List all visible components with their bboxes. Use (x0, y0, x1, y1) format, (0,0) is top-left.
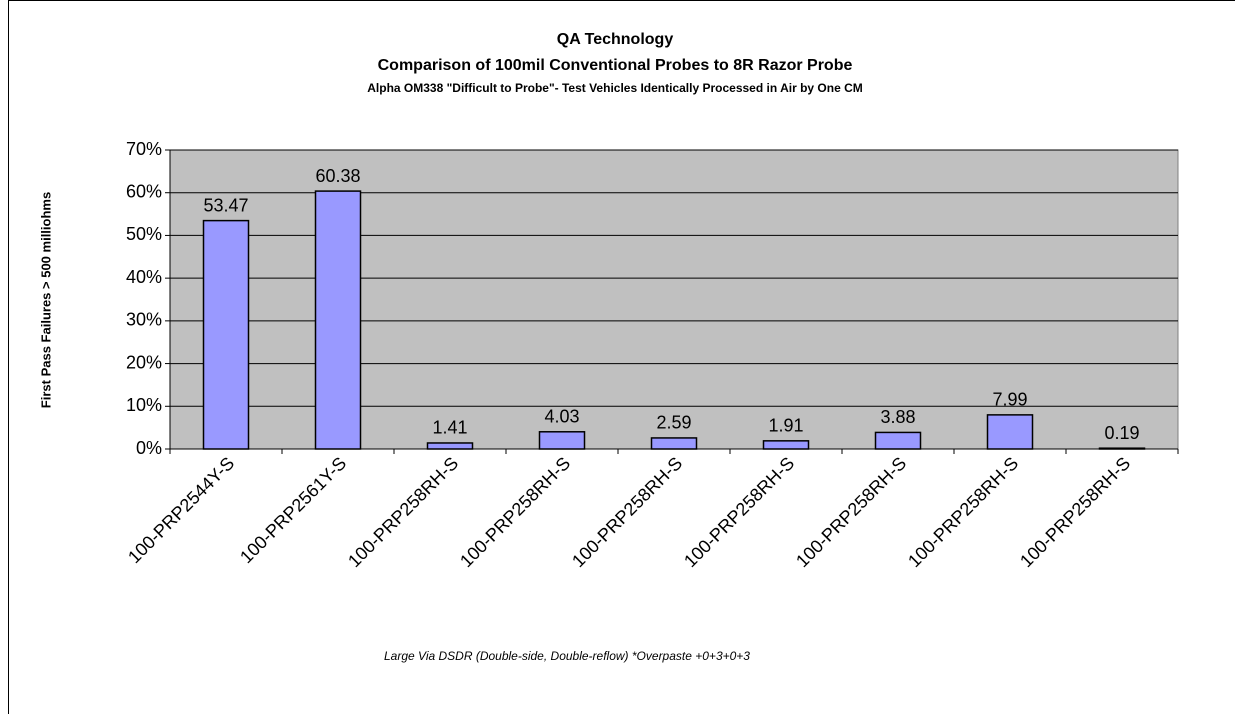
y-tick-label: 30% (126, 310, 162, 330)
chart-subtitle: Alpha OM338 "Difficult to Probe"- Test V… (367, 81, 863, 95)
data-label: 60.38 (315, 166, 360, 186)
footnote: Large Via DSDR (Double-side, Double-refl… (384, 649, 750, 663)
data-label: 0.19 (1104, 423, 1139, 443)
bar (650, 437, 698, 450)
chart-subtitle: Comparison of 100mil Conventional Probes… (378, 57, 853, 74)
bar (986, 414, 1034, 450)
x-tick-label: 100-PRP2561Y-S (236, 453, 350, 567)
x-tick-label: 100-PRP2544Y-S (124, 453, 238, 567)
data-label: 4.03 (544, 407, 579, 427)
bar (426, 442, 474, 450)
y-tick-label: 40% (126, 267, 162, 287)
bar (202, 219, 250, 450)
chart-title: QA Technology (557, 31, 674, 48)
data-label: 3.88 (880, 407, 915, 427)
y-tick-label: 50% (126, 224, 162, 244)
data-label: 7.99 (992, 390, 1027, 410)
bar (874, 431, 922, 450)
bar (762, 440, 810, 450)
y-tick-label: 0% (136, 438, 162, 458)
x-tick-label: 100-PRP258RH-S (344, 453, 462, 571)
bar (1098, 447, 1146, 450)
y-tick-label: 70% (126, 139, 162, 159)
x-tick-label: 100-PRP258RH-S (456, 453, 574, 571)
data-label: 1.91 (768, 416, 803, 436)
data-label: 53.47 (203, 195, 248, 215)
y-tick-label: 10% (126, 395, 162, 415)
bar (538, 431, 586, 450)
y-tick-label: 20% (126, 352, 162, 372)
x-tick-label: 100-PRP258RH-S (904, 453, 1022, 571)
data-label: 2.59 (656, 413, 691, 433)
y-tick-label: 60% (126, 181, 162, 201)
x-tick-label: 100-PRP258RH-S (1016, 453, 1134, 571)
x-tick-label: 100-PRP258RH-S (792, 453, 910, 571)
y-axis-label: First Pass Failures > 500 milliohms (38, 192, 53, 408)
data-label: 1.41 (432, 418, 467, 438)
bar (314, 190, 362, 450)
x-tick-label: 100-PRP258RH-S (680, 453, 798, 571)
x-tick-label: 100-PRP258RH-S (568, 453, 686, 571)
